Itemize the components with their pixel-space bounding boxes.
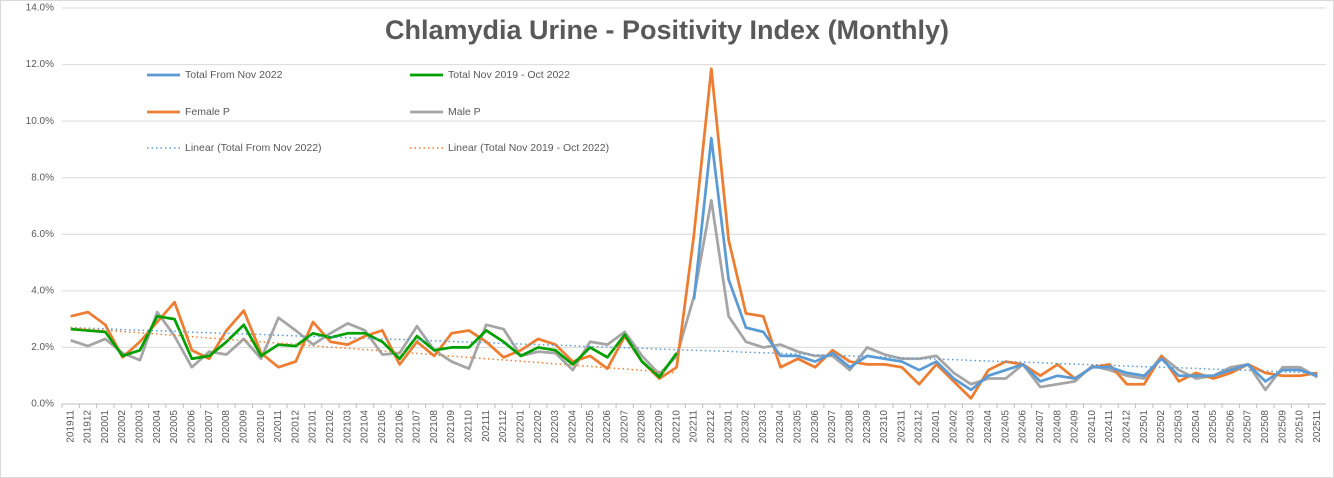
x-tick-label: 202504: [1191, 410, 1202, 444]
x-tick-label: 202308: [844, 410, 855, 444]
x-tick-label: 202502: [1156, 410, 1167, 444]
x-tick-label: 202007: [204, 410, 215, 444]
series-line: [70, 314, 678, 379]
x-tick-label: 202307: [827, 410, 838, 444]
x-tick-label: 202104: [360, 410, 371, 444]
x-tick-label: 202301: [723, 410, 734, 444]
x-tick-label: 202508: [1260, 410, 1271, 444]
legend-label: Female P: [185, 106, 230, 118]
x-tick-label: 201911: [65, 410, 76, 443]
series-line: [70, 67, 1318, 400]
x-tick-label: 202212: [706, 410, 717, 444]
x-tick-label: 202205: [585, 410, 596, 444]
x-tick-label: 202408: [1052, 410, 1063, 444]
legend-label: Male P: [448, 106, 481, 118]
y-tick-label: 2.0%: [31, 342, 54, 353]
x-tick-label: 202311: [896, 410, 907, 443]
x-tick-label: 202107: [412, 410, 423, 444]
x-tick-label: 202102: [325, 410, 336, 444]
legend-label: Linear (Total From Nov 2022): [185, 142, 322, 154]
x-tick-label: 202004: [152, 410, 163, 444]
x-tick-label: 202401: [931, 410, 942, 444]
y-tick-label: 8.0%: [31, 172, 54, 183]
x-tick-label: 202009: [238, 410, 249, 444]
x-tick-label: 202109: [446, 410, 457, 444]
x-tick-label: 202105: [377, 410, 388, 444]
chart-title: Chlamydia Urine - Positivity Index (Mont…: [385, 15, 949, 45]
x-tick-label: 202103: [342, 410, 353, 444]
x-tick-label: 202202: [533, 410, 544, 444]
y-tick-label: 4.0%: [31, 285, 54, 296]
x-tick-label: 202304: [775, 410, 786, 444]
x-tick-label: 202106: [394, 410, 405, 444]
x-tick-label: 202503: [1173, 410, 1184, 444]
x-tick-label: 202410: [1087, 410, 1098, 444]
y-tick-label: 6.0%: [31, 229, 54, 240]
legend-label: Total Nov 2019 - Oct 2022: [448, 69, 570, 81]
legend-label: Linear (Total Nov 2019 - Oct 2022): [448, 142, 609, 154]
x-tick-label: 202303: [758, 410, 769, 444]
x-tick-label: 202108: [429, 410, 440, 444]
x-tick-label: 202501: [1139, 410, 1150, 444]
x-tick-label: 202402: [948, 410, 959, 444]
x-tick-label: 202204: [567, 410, 578, 444]
x-tick-label: 202309: [862, 410, 873, 444]
x-tick-label: 202201: [515, 410, 526, 444]
x-tick-label: 202411: [1104, 410, 1115, 443]
x-tick-label: 202406: [1018, 410, 1029, 444]
series-line: [692, 136, 1318, 392]
x-tick-label: 202404: [983, 410, 994, 444]
x-tick-label: 202409: [1070, 410, 1081, 444]
x-tick-label: 202002: [117, 410, 128, 444]
x-tick-label: 202210: [671, 410, 682, 444]
x-tick-label: 202511: [1312, 410, 1323, 443]
x-tick-label: 202506: [1225, 410, 1236, 444]
x-tick-label: 202012: [290, 410, 301, 444]
x-tick-label: 202510: [1295, 410, 1306, 444]
x-tick-label: 202003: [135, 410, 146, 444]
x-tick-label: 202005: [169, 410, 180, 444]
x-tick-label: 202310: [879, 410, 890, 444]
x-tick-label: 202006: [187, 410, 198, 444]
x-tick-label: 202011: [273, 410, 284, 443]
x-tick-label: 202209: [654, 410, 665, 444]
x-tick-label: 202305: [793, 410, 804, 444]
x-tick-label: 202111: [481, 410, 492, 442]
x-tick-label: 202211: [689, 410, 700, 443]
x-tick-label: 202507: [1243, 410, 1254, 444]
x-tick-label: 202001: [100, 410, 111, 444]
x-tick-label: 202207: [619, 410, 630, 444]
x-tick-label: 202306: [810, 410, 821, 444]
x-tick-label: 202509: [1277, 410, 1288, 444]
y-tick-label: 10.0%: [26, 116, 54, 127]
x-tick-label: 202008: [221, 410, 232, 444]
x-tick-label: 202505: [1208, 410, 1219, 444]
x-tick-label: 201912: [83, 410, 94, 444]
x-tick-label: 202405: [1000, 410, 1011, 444]
x-tick-label: 202206: [602, 410, 613, 444]
x-tick-label: 202312: [914, 410, 925, 444]
x-tick-label: 202407: [1035, 410, 1046, 444]
x-tick-label: 202010: [256, 410, 267, 444]
x-tick-label: 202203: [550, 410, 561, 444]
x-tick-label: 202208: [637, 410, 648, 444]
y-tick-label: 12.0%: [26, 59, 54, 70]
y-tick-label: 0.0%: [31, 399, 54, 410]
x-tick-label: 202112: [498, 410, 509, 443]
x-tick-label: 202412: [1122, 410, 1133, 444]
y-tick-label: 14.0%: [26, 3, 54, 14]
x-tick-label: 202403: [966, 410, 977, 444]
x-tick-label: 202101: [308, 410, 319, 444]
x-tick-label: 202110: [464, 410, 475, 443]
x-tick-label: 202302: [741, 410, 752, 444]
trend-line: [70, 326, 1318, 374]
legend-label: Total From Nov 2022: [185, 69, 283, 81]
